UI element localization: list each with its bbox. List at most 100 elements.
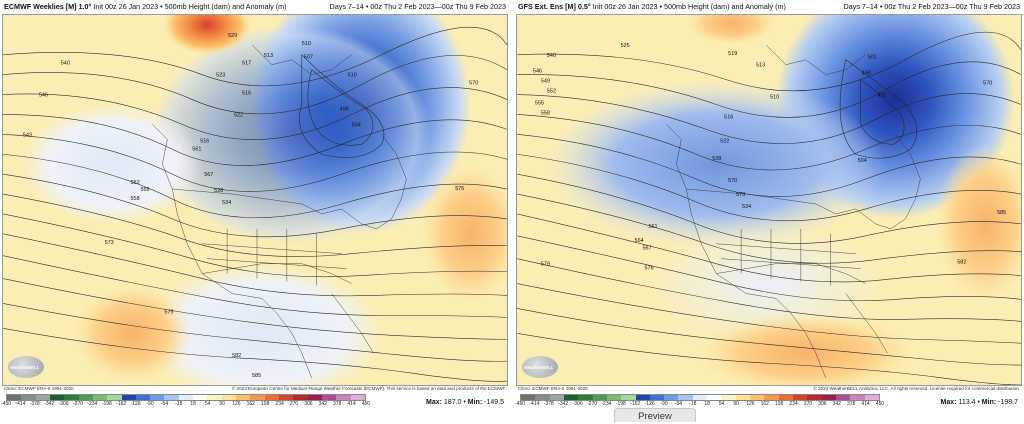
colorbar-tick-label: -450	[514, 401, 526, 407]
contour-label: 549	[541, 79, 550, 85]
contour-label: 516	[242, 91, 251, 97]
colorbar-tick-label: 54	[718, 401, 725, 407]
colorbar-swatch	[250, 395, 265, 400]
colorbar-tick-label: -342	[44, 401, 55, 407]
colorbar-tick-label: 378	[847, 401, 856, 407]
contour-label: 552	[547, 89, 556, 95]
contour-label: 513	[756, 63, 765, 69]
contour-label: 570	[983, 81, 992, 87]
colorbar-tick-label: -162	[630, 401, 641, 407]
colorbar-swatch	[549, 395, 564, 400]
contour-label: 516	[200, 138, 209, 144]
colorbar-swatch	[307, 395, 322, 400]
contour-label: 579	[164, 309, 173, 315]
colorbar-swatch	[635, 395, 650, 400]
contour-label: 573	[105, 240, 114, 246]
colorbar-swatch	[35, 395, 50, 400]
colorbar-swatch	[64, 395, 79, 400]
contour-label: 582	[232, 353, 241, 359]
coastlines	[666, 44, 921, 379]
colorbar-tick-label: -234	[601, 401, 612, 407]
max-label: Max:	[426, 399, 442, 406]
colorbar-swatch	[735, 395, 750, 400]
colorbar-swatch	[864, 395, 879, 400]
colorbar-swatch	[107, 395, 122, 400]
colorbar-tick-label: -54	[674, 401, 683, 407]
colorbar	[6, 394, 366, 401]
contour-label: 573	[736, 192, 745, 198]
colorbar-tick-label: -270	[72, 401, 84, 407]
valid-period: Days 7–14 • 00z Thu 2 Feb 2023—00z Thu 9…	[843, 2, 1020, 11]
max-value: 187.0	[443, 399, 462, 406]
contour-label: 546	[39, 93, 48, 99]
max-min: Max: 113.4 • Min: -198.7	[940, 399, 1018, 406]
contour-label: 567	[643, 246, 652, 252]
contour-label: 492	[878, 93, 887, 99]
colorbar-tick-label: -342	[558, 401, 569, 407]
colorbar-swatch	[678, 395, 693, 400]
title-description: Init 00z 26 Jan 2023 • 500mb Height (dam…	[590, 2, 786, 11]
contour-label: 534	[222, 200, 231, 206]
colorbar-swatch	[135, 395, 151, 400]
colorbar-swatch	[49, 395, 65, 400]
colorbar-tick-label: 234	[275, 401, 284, 407]
copyright: © 2023 WeatherBELL Analytics, LLC. All r…	[813, 386, 1020, 391]
contour-labels: 525 519 513 501 492 498 504 510 516 522 …	[533, 43, 1006, 272]
colorbar-tick-label: -90	[146, 401, 154, 407]
height-contours	[517, 31, 1021, 385]
colorbar-swatch	[850, 395, 865, 400]
colorbar-swatch	[592, 395, 607, 400]
logo-text: WeatherBELL	[10, 365, 40, 370]
weatherbell-logo	[8, 356, 44, 378]
colorbar-tick-label: -18	[175, 401, 183, 407]
colorbar-swatch	[578, 395, 593, 400]
panel-title: ECMWF Weeklies [M] 1.0° Init 00z 26 Jan …	[0, 0, 510, 14]
contour-label: 570	[728, 178, 737, 184]
colorbar-swatch	[807, 395, 822, 400]
colorbar-tick-label: -198	[615, 401, 626, 407]
contour-label: 585	[997, 210, 1006, 216]
colorbar-swatch	[121, 395, 136, 400]
colorbar-tick-label: -270	[586, 401, 598, 407]
colorbar-tick-label: 270	[803, 401, 813, 407]
contour-label: 576	[455, 186, 464, 192]
contour-label: 522	[234, 112, 243, 118]
colorbar-swatch	[621, 395, 636, 400]
contour-label: 510	[770, 95, 779, 101]
contour-label: 522	[720, 138, 729, 144]
colorbar-tick-label: 198	[261, 401, 270, 407]
colorbar-swatch	[207, 395, 222, 400]
max-label: Max:	[940, 399, 957, 406]
min-label: Min:	[467, 399, 483, 406]
colorbar-tick-label: -90	[660, 401, 668, 407]
colorbar-swatch	[707, 395, 722, 400]
colorbar-ticks: -450 -414 -378 -342 -306 -270 -234 -198 -162 -126…	[514, 401, 886, 409]
contour-label: 558	[130, 196, 139, 202]
min-value: -198.7	[998, 399, 1018, 406]
valid-period: Days 7–14 • 00z Thu 2 Feb 2023—00z Thu 9…	[329, 2, 506, 11]
colorbar-tick-label: -126	[644, 401, 655, 407]
max-min: Max: 187.0 • Min: -149.5	[426, 399, 504, 406]
colorbar-tick-label: 162	[246, 401, 255, 407]
colorbar-swatch	[293, 395, 308, 400]
colorbar-swatch	[521, 395, 536, 400]
colorbar-ticks: -450 -414 -378 -342 -306 -270 -234 -198 -162 -126…	[1, 401, 372, 409]
climo-source: Climo: ECMWF ERA-5 1991-2020	[4, 386, 74, 391]
contour-label: 552	[130, 180, 139, 186]
colorbar-tick-label: -18	[689, 401, 697, 407]
ecmwf-panel: ECMWF Weeklies [M] 1.0° Init 00z 26 Jan …	[0, 0, 510, 412]
contour-label: 517	[242, 61, 251, 67]
contour-label: 582	[957, 260, 966, 266]
preview-button[interactable]: Preview	[614, 408, 696, 422]
contour-label: 561	[192, 146, 201, 152]
model-name: GFS Ext. Ens [M] 0.5°	[518, 2, 591, 11]
colorbar-swatch	[821, 395, 836, 400]
colorbar-swatch	[835, 395, 851, 400]
colorbar-swatch	[778, 395, 793, 400]
colorbar-tick-label: -54	[160, 401, 169, 407]
colorbar-tick-label: 18	[704, 401, 710, 407]
map-gfs: 525 519 513 501 492 498 504 510 516 522 …	[516, 14, 1022, 386]
colorbar-swatch	[563, 395, 579, 400]
contour-label: 504	[352, 122, 361, 128]
colorbar-swatch	[350, 395, 365, 400]
